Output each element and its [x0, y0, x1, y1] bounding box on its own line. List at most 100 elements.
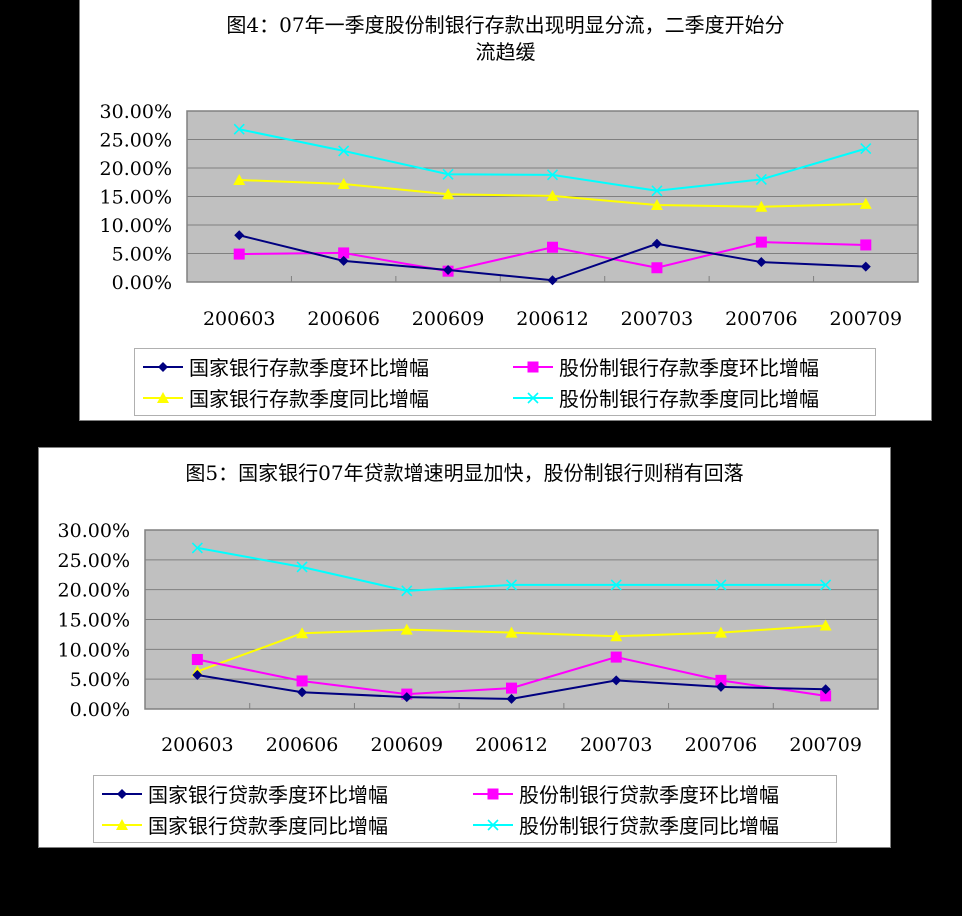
square-marker-icon	[338, 247, 350, 259]
diamond-marker-icon	[820, 684, 831, 695]
square-marker-icon	[191, 653, 203, 665]
triangle-marker-icon	[859, 197, 872, 209]
legend-label: 股份制银行存款季度同比增幅	[559, 387, 819, 411]
diamond-marker-icon	[611, 675, 622, 686]
legend-label: 国家银行存款季度环比增幅	[189, 356, 429, 380]
square-marker-icon	[487, 788, 499, 799]
chart-deposits: 图4：07年一季度股份制银行存款出现明显分流，二季度开始分 流趋缓 0.00% 5…	[79, 0, 932, 421]
x-marker-icon	[487, 818, 499, 831]
x-marker-icon	[860, 143, 872, 155]
legend-item: 股份制银行贷款季度同比增幅	[465, 809, 836, 840]
diamond-marker-icon	[860, 261, 871, 272]
square-marker-icon	[527, 361, 539, 372]
x-tick-label: 200709	[830, 308, 903, 330]
legend-label: 股份制银行贷款季度环比增幅	[519, 783, 779, 807]
x-marker-icon	[442, 168, 454, 180]
square-marker-icon	[820, 690, 832, 702]
triangle-marker-icon	[714, 626, 727, 638]
y-tick-label: 25.00%	[100, 130, 172, 152]
x-tick-label: 200706	[685, 734, 758, 756]
legend-item: 股份制银行存款季度同比增幅	[505, 382, 875, 413]
chart-loans: 图5：国家银行07年贷款增速明显加快，股份制银行则稍有回落 0.00% 5.00%…	[38, 447, 891, 848]
triangle-marker-icon	[157, 391, 169, 403]
y-tick-label: 30.00%	[58, 520, 130, 542]
x-tick-label: 200612	[516, 308, 589, 330]
legend-label: 国家银行存款季度同比增幅	[189, 387, 429, 411]
legend-item: 国家银行贷款季度同比增幅	[94, 809, 465, 840]
x-tick-label: 200609	[412, 308, 485, 330]
series-line	[233, 123, 872, 197]
triangle-marker-icon	[505, 626, 518, 638]
diamond-marker-icon	[401, 692, 412, 703]
plot-area: 0.00% 5.00% 10.00% 15.00% 20.00% 25.00% 30.00%…	[100, 101, 919, 330]
series-line	[191, 542, 832, 597]
triangle-legend-icon	[102, 818, 142, 830]
y-tick-label: 0.00%	[70, 699, 130, 721]
diamond-legend-icon	[143, 361, 183, 372]
x-marker-icon	[191, 542, 203, 554]
diamond-marker-icon	[117, 788, 127, 799]
square-marker-icon	[755, 236, 767, 248]
diamond-marker-icon	[506, 693, 517, 704]
square-marker-icon	[651, 262, 663, 274]
triangle-marker-icon	[337, 177, 350, 189]
chart-title: 图4：07年一季度股份制银行存款出现明显分流，二季度开始分 流趋缓	[80, 12, 931, 66]
chart-title-line-1: 图5：国家银行07年贷款增速明显加快，股份制银行则稍有回落	[185, 461, 744, 485]
square-marker-icon	[296, 675, 308, 687]
x-marker-icon	[610, 579, 622, 591]
triangle-marker-icon	[296, 627, 309, 639]
square-marker-icon	[715, 674, 727, 686]
diamond-marker-icon	[547, 275, 558, 286]
legend-label: 股份制银行贷款季度同比增幅	[519, 814, 779, 838]
x-tick-label: 200612	[475, 734, 548, 756]
y-tick-label: 5.00%	[112, 244, 172, 266]
diamond-marker-icon	[651, 238, 662, 249]
triangle-marker-icon	[610, 630, 623, 642]
x-marker-icon	[820, 579, 832, 591]
triangle-marker-icon	[116, 818, 128, 830]
x-marker-icon	[338, 145, 350, 157]
x-marker-icon	[546, 169, 559, 181]
chart-title-line-2: 流趋缓	[475, 40, 536, 64]
x-tick-label: 200603	[203, 308, 276, 330]
triangle-marker-icon	[650, 199, 663, 211]
square-legend-icon	[513, 361, 553, 372]
square-marker-icon	[506, 682, 517, 694]
square-legend-icon	[473, 788, 513, 799]
series-line	[234, 230, 871, 286]
diamond-legend-icon	[102, 788, 142, 799]
y-tick-label: 15.00%	[58, 610, 130, 632]
chart-title-line-1: 图4：07年一季度股份制银行存款出现明显分流，二季度开始分	[226, 13, 785, 37]
triangle-marker-icon	[400, 623, 413, 635]
square-marker-icon	[547, 241, 558, 253]
triangle-legend-icon	[143, 391, 183, 403]
series-line	[192, 669, 831, 704]
chart-title: 图5：国家银行07年贷款增速明显加快，股份制银行则稍有回落	[39, 460, 890, 487]
x-marker-icon	[527, 391, 539, 404]
legend-label: 国家银行贷款季度同比增幅	[148, 814, 388, 838]
legend-label: 国家银行贷款季度环比增幅	[148, 783, 388, 807]
diamond-marker-icon	[715, 681, 726, 692]
diamond-marker-icon	[756, 257, 767, 268]
triangle-marker-icon	[233, 173, 246, 185]
legend-item: 国家银行贷款季度环比增幅	[94, 778, 465, 809]
legend: 国家银行存款季度环比增幅 股份制银行存款季度环比增幅国家银行存款季度同比增幅 股份制…	[134, 348, 876, 416]
diamond-marker-icon	[338, 255, 349, 266]
legend-item: 国家银行存款季度同比增幅	[135, 382, 505, 413]
triangle-marker-icon	[819, 619, 832, 631]
y-tick-label: 30.00%	[100, 101, 172, 123]
series-line	[191, 651, 832, 702]
plot-area: 0.00% 5.00% 10.00% 15.00% 20.00% 25.00% 30.00%…	[58, 520, 879, 756]
triangle-marker-icon	[546, 189, 559, 201]
y-tick-label: 20.00%	[100, 158, 172, 180]
y-tick-label: 5.00%	[70, 669, 130, 691]
x-tick-label: 200709	[789, 734, 862, 756]
x-tick-label: 200706	[725, 308, 798, 330]
square-marker-icon	[610, 651, 622, 663]
y-tick-label: 10.00%	[58, 639, 130, 661]
legend-item: 国家银行存款季度环比增幅	[135, 351, 505, 382]
x-marker-icon	[401, 585, 413, 597]
x-marker-icon	[651, 185, 663, 197]
legend-label: 股份制银行存款季度环比增幅	[559, 356, 819, 380]
x-marker-icon	[505, 579, 518, 591]
